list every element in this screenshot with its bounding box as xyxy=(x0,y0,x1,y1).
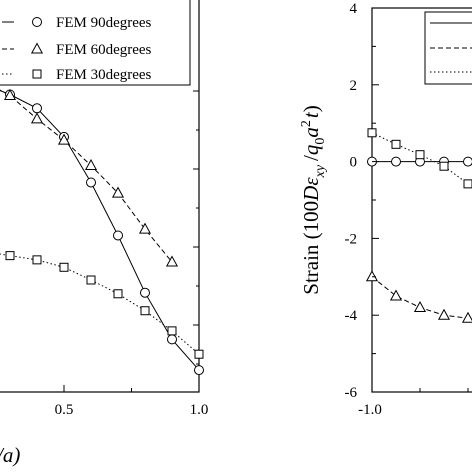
data-point-triangle xyxy=(84,158,98,171)
data-point-circle xyxy=(194,365,204,376)
legend-label: FEM 60degrees xyxy=(56,42,152,58)
y-tick-label: 0 xyxy=(350,155,358,171)
data-point-triangle xyxy=(111,186,125,198)
data-point-square xyxy=(194,349,204,359)
data-point-circle xyxy=(113,230,123,241)
data-point-square xyxy=(463,179,472,189)
left-legend: FEM 90degrees FEM 60degrees FEM 30degrees xyxy=(0,0,191,86)
ylabel-xy-subscript: xy xyxy=(313,164,328,178)
legend-marker-square xyxy=(32,69,42,79)
legend-label: FEM 90degrees xyxy=(56,15,152,31)
y-tick-label: 2 xyxy=(350,78,358,94)
right-plot-area xyxy=(365,128,472,323)
data-point-square xyxy=(439,161,449,171)
left-plot-area xyxy=(0,89,204,376)
ylabel-t: t xyxy=(299,111,323,118)
data-point-triangle xyxy=(3,89,17,101)
legend-marker-triangle xyxy=(30,42,44,54)
data-point-triangle xyxy=(365,270,379,282)
data-point-square xyxy=(391,139,401,149)
data-point-square xyxy=(5,251,15,261)
ylabel-lead: Strain (100 xyxy=(299,201,323,295)
y-tick-label: 4 xyxy=(350,1,358,17)
series-line-2 xyxy=(0,253,200,355)
series-line-0 xyxy=(0,90,200,371)
x-tick-label: 0.5 xyxy=(55,402,74,418)
data-point-square xyxy=(367,128,377,138)
data-point-triangle xyxy=(437,308,451,320)
data-point-triangle xyxy=(57,133,71,145)
right-axes: 4 2 0 -2 -4 -6-1.0 xyxy=(345,1,469,418)
series-line-1 xyxy=(371,276,472,319)
data-point-circle xyxy=(463,156,472,167)
right-panel: 420-2-4-6-1.0 Strain (100Dεxy/q0a2t) xyxy=(299,1,472,418)
data-point-circle xyxy=(167,334,177,345)
data-point-square xyxy=(59,262,69,272)
x-tick-label: 1.0 xyxy=(190,402,209,418)
ylabel-close: ) xyxy=(299,105,323,112)
ylabel-q: q xyxy=(299,144,323,155)
left-panel: 0.5 1.0 FEM 90degrees FEM 60degrees FEM 30d… xyxy=(0,0,208,418)
series-line-2 xyxy=(371,132,472,188)
y-tick-label: -6 xyxy=(345,385,358,401)
legend-label: FEM 30degrees xyxy=(56,67,152,83)
data-point-square xyxy=(167,326,177,336)
data-point-triangle xyxy=(138,222,152,234)
ylabel-0-subscript: 0 xyxy=(313,138,328,145)
data-point-square xyxy=(32,255,42,265)
data-point-triangle xyxy=(165,255,179,267)
right-legend xyxy=(424,11,472,85)
ylabel-a: a xyxy=(299,127,323,138)
data-point-triangle xyxy=(30,112,44,124)
y-tick-label: -2 xyxy=(345,231,358,247)
data-point-square xyxy=(86,275,96,285)
left-axes: 0.5 1.0 xyxy=(55,90,209,418)
data-point-triangle xyxy=(461,311,472,323)
data-point-square xyxy=(113,289,123,299)
data-point-square xyxy=(140,306,150,316)
data-point-triangle xyxy=(413,300,427,313)
y-tick-label: -4 xyxy=(345,308,358,324)
data-point-circle xyxy=(86,177,96,188)
data-point-circle xyxy=(391,156,401,167)
data-point-circle xyxy=(32,103,42,114)
left-plot-frame xyxy=(0,0,200,393)
series-line-1 xyxy=(0,89,173,263)
data-point-circle xyxy=(140,287,150,298)
left-x-axis-title-fragment: /a) xyxy=(0,443,20,467)
ylabel-epsilon: ε xyxy=(299,177,323,186)
ylabel-D: D xyxy=(299,186,323,202)
data-point-triangle xyxy=(389,289,403,301)
legend-marker-circle xyxy=(32,17,42,27)
legend-box xyxy=(0,0,191,86)
right-y-axis-title: Strain (100Dεxy /q0a2 t) xyxy=(299,105,328,294)
x-tick-label: -1.0 xyxy=(358,402,382,418)
ylabel-slash: / xyxy=(299,155,323,161)
ylabel-2-superscript: 2 xyxy=(299,120,314,127)
data-point-square xyxy=(415,150,425,160)
